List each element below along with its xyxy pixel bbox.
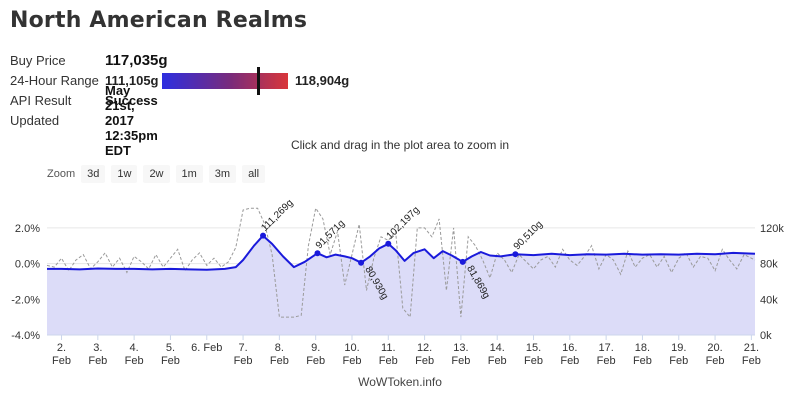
price-annotation-point — [358, 259, 365, 266]
x-tick-label: Feb — [669, 355, 688, 367]
x-tick-label: 15. — [526, 342, 541, 354]
zoom-3m-button[interactable]: 3m — [208, 165, 237, 183]
x-tick-label: Feb — [597, 355, 616, 367]
left-axis-tick-label: -2.0% — [11, 294, 40, 306]
range-low-value: 111,105g — [105, 72, 159, 88]
price-annotation-point — [385, 240, 392, 247]
x-tick-label: Feb — [560, 355, 579, 367]
x-tick-label: 16. — [562, 342, 577, 354]
price-annotation-label: 91,571g — [314, 218, 347, 251]
updated-label: Updated — [10, 112, 60, 128]
x-tick-label: Feb — [742, 355, 761, 367]
x-tick-label: Feb — [415, 355, 434, 367]
range-high-value: 118,904g — [295, 72, 350, 88]
x-tick-label: Feb — [633, 355, 652, 367]
zoom-1w-button[interactable]: 1w — [111, 165, 138, 183]
price-line — [47, 234, 756, 271]
x-tick-label: 3. — [93, 342, 102, 354]
x-tick-label: 8. — [275, 342, 284, 354]
x-tick-label: 14. — [490, 342, 505, 354]
x-tick-label: Feb — [343, 355, 362, 367]
x-tick-label: 5. — [166, 342, 175, 354]
x-tick-label: 6. Feb — [191, 342, 222, 354]
x-tick-label: Feb — [706, 355, 725, 367]
x-tick-label: 10. — [344, 342, 359, 354]
x-tick-label: Feb — [52, 355, 71, 367]
x-tick-label: 17. — [598, 342, 613, 354]
left-axis-tick-label: -4.0% — [11, 330, 40, 342]
range-label: 24-Hour Range — [10, 72, 99, 88]
right-axis-tick-label: 0k — [760, 330, 772, 342]
x-tick-label: 13. — [453, 342, 468, 354]
price-annotation-point — [314, 250, 321, 257]
x-tick-label: 9. — [311, 342, 320, 354]
right-axis-tick-label: 40k — [760, 294, 778, 306]
x-tick-label: Feb — [125, 355, 144, 367]
right-axis-tick-label: 120k — [760, 223, 784, 235]
x-tick-label: Feb — [234, 355, 253, 367]
x-tick-label: Feb — [488, 355, 507, 367]
zoom-all-button[interactable]: all — [242, 165, 266, 183]
price-annotation-label: 90,510g — [512, 219, 545, 252]
price-area-fill — [47, 235, 755, 335]
price-annotation-point — [260, 232, 267, 239]
right-axis-tick-label: 80k — [760, 259, 778, 271]
x-tick-label: Feb — [161, 355, 180, 367]
x-tick-label: Feb — [451, 355, 470, 367]
x-tick-label: 21. — [744, 342, 759, 354]
zoom-hint: Click and drag in the plot area to zoom … — [290, 138, 510, 152]
x-tick-label: 19. — [671, 342, 686, 354]
zoom-controls: Zoom 3d 1w 2w 1m 3m all — [47, 165, 271, 183]
x-tick-label: 18. — [635, 342, 650, 354]
x-tick-label: 11. — [381, 342, 395, 354]
updated-value: May 21st, 2017 12:35pm EDT — [105, 82, 158, 158]
x-tick-label: Feb — [88, 355, 107, 367]
price-chart[interactable]: 2.0%0.0%-2.0%-4.0%120k80k40k0k2.Feb3.Feb… — [0, 190, 800, 375]
range-current-marker — [257, 67, 260, 95]
x-tick-label: Feb — [270, 355, 289, 367]
x-tick-label: Feb — [379, 355, 398, 367]
zoom-2w-button[interactable]: 2w — [143, 165, 170, 183]
range-row: 24-Hour Range 111,105g 118,904g — [10, 67, 450, 95]
x-tick-label: 2. — [57, 342, 66, 354]
buy-price-label: Buy Price — [10, 52, 66, 68]
price-annotation-point — [512, 251, 519, 258]
api-label: API Result — [10, 92, 72, 108]
x-tick-label: 20. — [707, 342, 722, 354]
zoom-3d-button[interactable]: 3d — [81, 165, 106, 183]
x-tick-label: 4. — [130, 342, 139, 354]
range-bar — [162, 67, 288, 95]
zoom-1m-button[interactable]: 1m — [175, 165, 203, 183]
left-axis-tick-label: 2.0% — [15, 223, 40, 235]
x-tick-label: Feb — [306, 355, 325, 367]
buy-price-value: 117,035g — [105, 51, 168, 69]
left-axis-tick-label: 0.0% — [15, 259, 40, 271]
zoom-label: Zoom — [47, 168, 76, 180]
page-title: North American Realms — [10, 8, 308, 33]
price-annotation-point — [459, 258, 466, 265]
x-tick-label: 7. — [238, 342, 247, 354]
api-value: Success — [105, 92, 158, 108]
x-tick-label: 12. — [417, 342, 432, 354]
percent-change-line — [46, 206, 756, 319]
x-tick-label: Feb — [524, 355, 543, 367]
footer-credit: WoWToken.info — [358, 375, 442, 389]
